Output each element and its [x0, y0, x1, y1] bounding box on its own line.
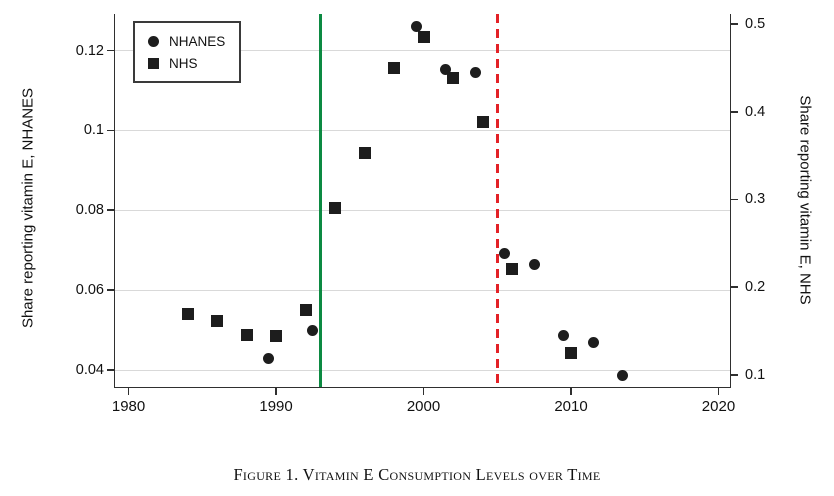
x-tick-label: 2000 — [406, 398, 441, 415]
left-tick-label: 0.1 — [83, 122, 104, 139]
x-axis-tick — [127, 388, 130, 395]
left-axis-tick — [107, 129, 114, 132]
gridline — [115, 129, 731, 131]
x-axis-tick — [570, 388, 572, 395]
x-axis-tick — [275, 388, 277, 395]
x-tick-label: 2020 — [701, 398, 736, 415]
data-point-nhs — [565, 347, 577, 360]
left-tick-label: 0.06 — [75, 282, 104, 299]
data-point-nhs — [358, 146, 371, 159]
x-tick-label: 1990 — [259, 398, 293, 415]
right-axis-tick — [731, 110, 738, 113]
data-point-nhanes — [263, 352, 275, 364]
right-axis-tick — [731, 23, 738, 25]
legend: NHANES NHS — [133, 21, 241, 83]
data-point-nhs — [211, 315, 224, 328]
nhanes-circle-marker-icon — [148, 35, 159, 47]
right-tick-label: 0.2 — [745, 279, 766, 296]
right-axis-tick — [731, 374, 738, 376]
data-point-nhs — [476, 116, 489, 129]
left-axis-line — [113, 14, 116, 388]
legend-entry-nhs: NHS — [148, 56, 239, 71]
data-point-nhs — [388, 62, 401, 75]
data-point-nhanes — [617, 370, 629, 382]
data-point-nhanes — [558, 329, 570, 341]
x-axis-tick — [422, 388, 425, 395]
data-point-nhanes — [410, 21, 422, 33]
x-tick-label: 1980 — [111, 398, 146, 415]
left-tick-label: 0.04 — [75, 362, 104, 378]
right-axis-tick — [731, 198, 738, 201]
left-axis-tick — [107, 289, 114, 291]
right-tick-label: 0.5 — [745, 15, 766, 32]
left-axis-tick — [107, 209, 114, 212]
left-axis-tick — [107, 49, 114, 52]
data-point-nhanes — [440, 64, 452, 76]
right-axis-title: Share reporting vitamin E, NHS — [796, 95, 814, 305]
gridline — [115, 289, 731, 291]
legend-label-nhs: NHS — [169, 55, 198, 71]
x-tick-label: 2010 — [554, 398, 588, 415]
data-point-nhs — [299, 304, 312, 317]
data-point-nhs — [240, 328, 253, 341]
figure-caption: Figure 1. Vitamin E Consumption Levels o… — [233, 465, 601, 484]
right-tick-label: 0.1 — [745, 367, 766, 383]
data-point-nhs — [417, 30, 430, 43]
data-point-nhs — [181, 307, 194, 320]
data-point-nhanes — [528, 259, 540, 271]
x-axis-tick — [717, 388, 720, 395]
left-tick-label: 0.12 — [75, 42, 104, 59]
legend-entry-nhanes: NHANES — [148, 34, 239, 49]
left-axis-tick — [107, 369, 114, 371]
right-tick-label: 0.4 — [745, 103, 766, 120]
gridline — [115, 50, 731, 51]
data-point-nhs — [447, 71, 460, 84]
data-point-nhanes — [307, 324, 319, 336]
right-axis-line — [729, 14, 732, 388]
bottom-axis-line — [113, 386, 732, 389]
data-point-nhanes — [499, 247, 511, 259]
right-tick-label: 0.3 — [745, 191, 766, 208]
green-reference-line — [318, 14, 322, 387]
legend-label-nhanes: NHANES — [169, 33, 226, 49]
data-point-nhanes — [469, 66, 481, 78]
gridline — [115, 369, 731, 371]
left-axis-title: Share reporting vitamin E, NHANES — [19, 87, 37, 329]
data-point-nhs — [270, 329, 283, 342]
left-tick-label: 0.08 — [75, 202, 104, 219]
gridline — [115, 209, 731, 211]
data-point-nhs — [329, 202, 342, 215]
nhs-square-marker-icon — [148, 57, 159, 69]
right-axis-tick — [731, 286, 738, 289]
data-point-nhanes — [587, 336, 599, 348]
red-dashed-reference-line — [495, 14, 499, 387]
data-point-nhs — [506, 262, 519, 275]
